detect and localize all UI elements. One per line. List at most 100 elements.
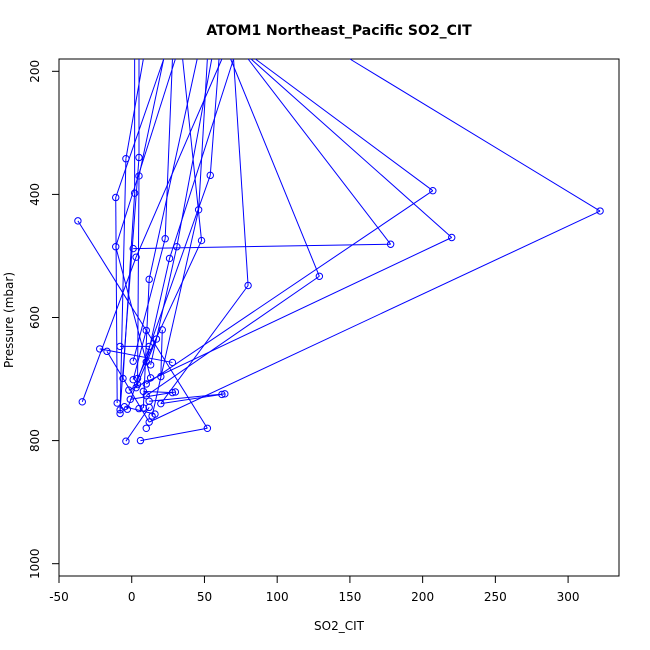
y-tick-label: 800 [28, 429, 42, 452]
series-line-segment [124, 406, 156, 415]
series-line-segment [130, 391, 176, 400]
x-tick-label: 0 [128, 590, 136, 604]
y-axis: 200 400 600 800 1000 [28, 60, 60, 579]
series-line-segment [115, 246, 152, 378]
data-point [142, 380, 150, 388]
data-point [168, 358, 177, 367]
series-line-segment [151, 209, 200, 417]
x-tick-label: 150 [338, 590, 361, 604]
data-point [221, 390, 229, 398]
x-tick-label: -50 [49, 590, 69, 604]
data-point [142, 326, 150, 335]
series-line-segment [132, 330, 147, 380]
series-line-segment [138, 58, 165, 177]
data-point [96, 345, 104, 353]
data-point [135, 172, 143, 180]
data-point [129, 357, 137, 365]
data-point [126, 395, 134, 404]
series-line-segment [115, 197, 118, 404]
series-line-segment [135, 338, 157, 388]
series-line-segment [233, 58, 249, 286]
data-point [130, 189, 139, 197]
data-point [120, 403, 129, 411]
series-line-segment [81, 257, 137, 402]
series-line-segment [125, 407, 150, 442]
data-point [113, 399, 121, 407]
data-point [146, 374, 155, 382]
series-line-segment [119, 158, 127, 414]
data-point [197, 236, 206, 245]
series-line-segment [128, 237, 452, 391]
series-line-segment [349, 58, 601, 212]
data-point [218, 390, 226, 399]
data-point [206, 171, 214, 180]
series-line-segment [149, 393, 225, 402]
data-point [194, 206, 203, 214]
series-line-segment [140, 427, 208, 442]
series-line-segment [182, 58, 203, 241]
data-point [122, 437, 130, 445]
data-point [142, 424, 150, 432]
plot-frame [58, 58, 620, 577]
x-axis: -50 0 50 100 150 200 250 300 [49, 575, 580, 604]
series-line-segment [148, 58, 198, 280]
series-line-segment [145, 275, 320, 397]
y-tick-label: 200 [28, 60, 42, 83]
x-tick-label: 250 [484, 590, 507, 604]
x-tick-label: 300 [557, 590, 580, 604]
data-point [145, 275, 153, 284]
data-point [151, 410, 159, 418]
data-point [74, 217, 82, 225]
data-point [203, 424, 212, 432]
series-line-segment [164, 58, 173, 239]
y-tick-label: 1000 [28, 548, 42, 579]
series-line-segment [137, 175, 140, 385]
data-point [448, 233, 456, 242]
data-point [132, 253, 140, 261]
x-tick-label: 100 [266, 590, 289, 604]
series-line-segment [160, 329, 163, 377]
series-line-segment [99, 348, 173, 363]
series-line-segment [135, 58, 223, 258]
series-line-segment [119, 157, 140, 410]
data-point [142, 391, 150, 400]
data-point [103, 347, 111, 356]
chart-title: ATOM1 Northeast_Pacific SO2_CIT [206, 23, 472, 39]
data-point [116, 342, 124, 351]
series-line-segment [125, 58, 144, 159]
x-tick-label: 200 [411, 590, 434, 604]
y-tick-label: 600 [28, 306, 42, 329]
series-line-segment [143, 390, 173, 394]
data-point [171, 388, 180, 396]
data-point [78, 398, 86, 406]
series-line-segment [148, 210, 601, 423]
data-point [145, 418, 153, 426]
data-point [135, 404, 143, 413]
data-point [157, 372, 165, 381]
data-point [139, 404, 148, 412]
data-point [112, 193, 120, 202]
series-line-segment [198, 58, 208, 210]
data-point [119, 374, 127, 383]
data-point [129, 244, 137, 253]
series-lines [77, 58, 601, 442]
series-line-segment [145, 190, 434, 385]
series-line-segment [115, 58, 165, 198]
data-point [122, 155, 130, 163]
data-point [173, 243, 181, 251]
data-point [158, 326, 166, 334]
data-point [145, 342, 153, 351]
data-point [161, 235, 169, 243]
series-line-segment [176, 58, 213, 247]
series-line-segment [160, 393, 222, 405]
data-point [125, 386, 133, 394]
data-point [165, 254, 174, 263]
x-tick-label: 50 [197, 590, 212, 604]
series-line-segment [160, 285, 249, 404]
data-point [133, 374, 142, 383]
data-point [142, 358, 150, 366]
data-point [145, 403, 153, 412]
data-point [168, 388, 177, 397]
x-axis-label: SO2_CIT [314, 619, 365, 633]
